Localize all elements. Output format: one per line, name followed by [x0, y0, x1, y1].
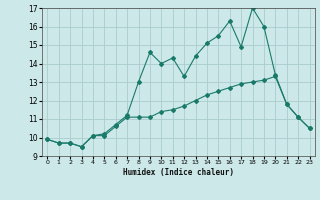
X-axis label: Humidex (Indice chaleur): Humidex (Indice chaleur) [123, 168, 234, 177]
